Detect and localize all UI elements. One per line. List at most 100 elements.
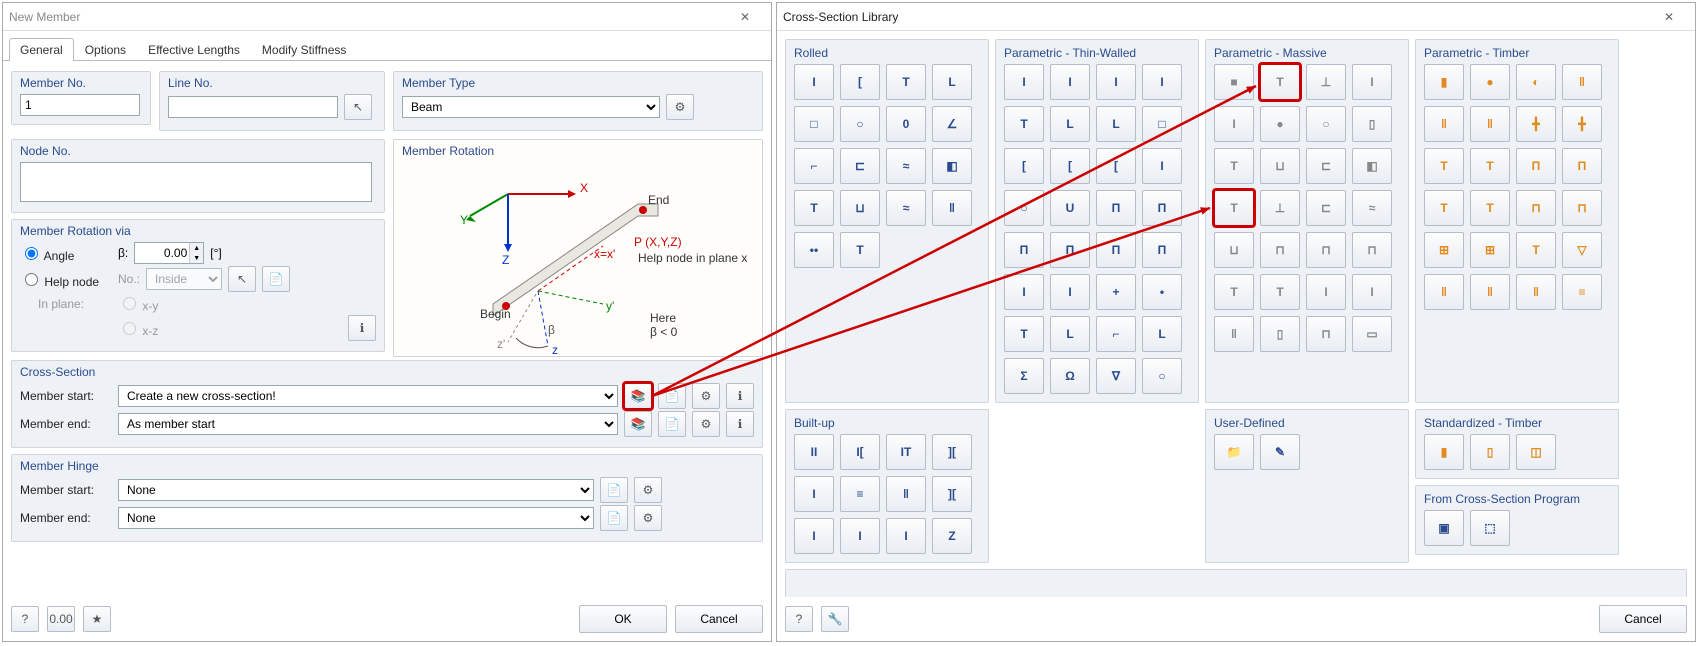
section-btn-std_tim-1[interactable]: ▯ [1470, 434, 1510, 470]
section-btn-timber-16[interactable]: ⊞ [1424, 232, 1464, 268]
section-btn-timber-4[interactable]: ‖ [1424, 106, 1464, 142]
section-btn-std_tim-0[interactable]: ▮ [1424, 434, 1464, 470]
section-btn-massive-12[interactable]: T [1214, 190, 1254, 226]
section-btn-thin-15[interactable]: Π [1142, 190, 1182, 226]
section-btn-thin-16[interactable]: Π [1004, 232, 1044, 268]
hinge-end-select[interactable]: None [118, 507, 594, 529]
section-btn-massive-7[interactable]: ▯ [1352, 106, 1392, 142]
cs-edit-icon[interactable]: ⚙ [692, 383, 720, 409]
section-btn-massive-17[interactable]: ⊓ [1260, 232, 1300, 268]
section-btn-massive-25[interactable]: ▯ [1260, 316, 1300, 352]
section-btn-timber-12[interactable]: T [1424, 190, 1464, 226]
section-btn-thin-6[interactable]: L [1096, 106, 1136, 142]
section-btn-rolled-7[interactable]: ∠ [932, 106, 972, 142]
units-icon[interactable]: 0.00 [47, 606, 75, 632]
section-btn-std_tim-2[interactable]: ◫ [1516, 434, 1556, 470]
section-btn-timber-9[interactable]: T [1470, 148, 1510, 184]
tools-icon[interactable]: 🔧 [821, 606, 849, 632]
section-btn-timber-5[interactable]: ‖ [1470, 106, 1510, 142]
line-no-input[interactable] [168, 96, 338, 118]
section-btn-massive-22[interactable]: I [1306, 274, 1346, 310]
hinge-start-edit-icon[interactable]: ⚙ [634, 477, 662, 503]
section-btn-massive-8[interactable]: T [1214, 148, 1254, 184]
section-btn-rolled-6[interactable]: 0 [886, 106, 926, 142]
section-btn-thin-8[interactable]: [ [1004, 148, 1044, 184]
section-btn-massive-9[interactable]: ⊔ [1260, 148, 1300, 184]
cs-new-icon[interactable]: 📄 [658, 383, 686, 409]
section-btn-massive-27[interactable]: ▭ [1352, 316, 1392, 352]
section-btn-user-1[interactable]: ✎ [1260, 434, 1300, 470]
member-type-select[interactable]: Beam [402, 96, 660, 118]
pick-help-node-icon[interactable]: ↖ [228, 266, 256, 292]
section-btn-timber-17[interactable]: ⊞ [1470, 232, 1510, 268]
section-btn-timber-21[interactable]: ‖ [1470, 274, 1510, 310]
section-btn-thin-29[interactable]: Ω [1050, 358, 1090, 394]
help-icon[interactable]: ? [785, 606, 813, 632]
section-btn-timber-8[interactable]: T [1424, 148, 1464, 184]
section-btn-rolled-9[interactable]: ⊏ [840, 148, 880, 184]
section-btn-massive-5[interactable]: ● [1260, 106, 1300, 142]
section-btn-builtup-5[interactable]: ≡ [840, 476, 880, 512]
section-btn-user-0[interactable]: 📁 [1214, 434, 1254, 470]
section-btn-thin-18[interactable]: Π [1096, 232, 1136, 268]
hinge-start-new-icon[interactable]: 📄 [600, 477, 628, 503]
beta-spin[interactable]: ▲▼ [134, 242, 204, 264]
section-btn-thin-20[interactable]: I [1004, 274, 1044, 310]
section-btn-massive-3[interactable]: I [1352, 64, 1392, 100]
section-btn-thin-26[interactable]: ⌐ [1096, 316, 1136, 352]
section-btn-thin-28[interactable]: Σ [1004, 358, 1044, 394]
section-btn-rolled-11[interactable]: ◧ [932, 148, 972, 184]
help-icon[interactable]: ? [11, 606, 39, 632]
cs-end-new-icon[interactable]: 📄 [658, 411, 686, 437]
section-btn-massive-20[interactable]: T [1214, 274, 1254, 310]
hinge-end-new-icon[interactable]: 📄 [600, 505, 628, 531]
section-btn-massive-16[interactable]: ⊔ [1214, 232, 1254, 268]
section-btn-builtup-0[interactable]: II [794, 434, 834, 470]
section-btn-thin-14[interactable]: Π [1096, 190, 1136, 226]
cs-end-info-icon[interactable]: ℹ [726, 411, 754, 437]
section-btn-massive-0[interactable]: ■ [1214, 64, 1254, 100]
section-btn-thin-7[interactable]: □ [1142, 106, 1182, 142]
section-btn-thin-27[interactable]: L [1142, 316, 1182, 352]
section-btn-timber-23[interactable]: ≡ [1562, 274, 1602, 310]
section-btn-builtup-9[interactable]: I [840, 518, 880, 554]
cancel-button[interactable]: Cancel [675, 605, 763, 633]
section-btn-builtup-2[interactable]: IT [886, 434, 926, 470]
tab-stiff[interactable]: Modify Stiffness [251, 38, 357, 61]
section-btn-csprog-1[interactable]: ⬚ [1470, 510, 1510, 546]
ok-button[interactable]: OK [579, 605, 667, 633]
section-btn-massive-14[interactable]: ⊏ [1306, 190, 1346, 226]
hinge-end-edit-icon[interactable]: ⚙ [634, 505, 662, 531]
section-btn-rolled-3[interactable]: L [932, 64, 972, 100]
section-btn-timber-20[interactable]: ‖ [1424, 274, 1464, 310]
section-btn-thin-2[interactable]: I [1096, 64, 1136, 100]
tab-options[interactable]: Options [74, 38, 137, 61]
cs-end-library-icon[interactable]: 📚 [624, 411, 652, 437]
section-btn-timber-2[interactable]: ◐ [1516, 64, 1556, 100]
section-btn-builtup-1[interactable]: I[ [840, 434, 880, 470]
section-btn-massive-4[interactable]: I [1214, 106, 1254, 142]
cs-info-icon[interactable]: ℹ [726, 383, 754, 409]
section-btn-thin-17[interactable]: Π [1050, 232, 1090, 268]
section-btn-rolled-5[interactable]: ○ [840, 106, 880, 142]
section-btn-massive-26[interactable]: ⊓ [1306, 316, 1346, 352]
section-btn-thin-4[interactable]: T [1004, 106, 1044, 142]
section-btn-timber-22[interactable]: ‖ [1516, 274, 1556, 310]
section-btn-timber-10[interactable]: Π [1516, 148, 1556, 184]
section-btn-thin-11[interactable]: I [1142, 148, 1182, 184]
section-btn-thin-9[interactable]: [ [1050, 148, 1090, 184]
cs-end-edit-icon[interactable]: ⚙ [692, 411, 720, 437]
section-btn-thin-13[interactable]: U [1050, 190, 1090, 226]
section-btn-massive-6[interactable]: ○ [1306, 106, 1346, 142]
section-btn-rolled-13[interactable]: ⊔ [840, 190, 880, 226]
section-btn-builtup-4[interactable]: I [794, 476, 834, 512]
tab-eff-len[interactable]: Effective Lengths [137, 38, 251, 61]
section-btn-timber-1[interactable]: ● [1470, 64, 1510, 100]
section-btn-timber-11[interactable]: Π [1562, 148, 1602, 184]
favorite-icon[interactable]: ★ [83, 606, 111, 632]
section-btn-massive-11[interactable]: ◧ [1352, 148, 1392, 184]
section-btn-builtup-3[interactable]: ][ [932, 434, 972, 470]
section-btn-thin-3[interactable]: I [1142, 64, 1182, 100]
section-btn-thin-31[interactable]: ○ [1142, 358, 1182, 394]
cancel-button[interactable]: Cancel [1599, 605, 1687, 633]
